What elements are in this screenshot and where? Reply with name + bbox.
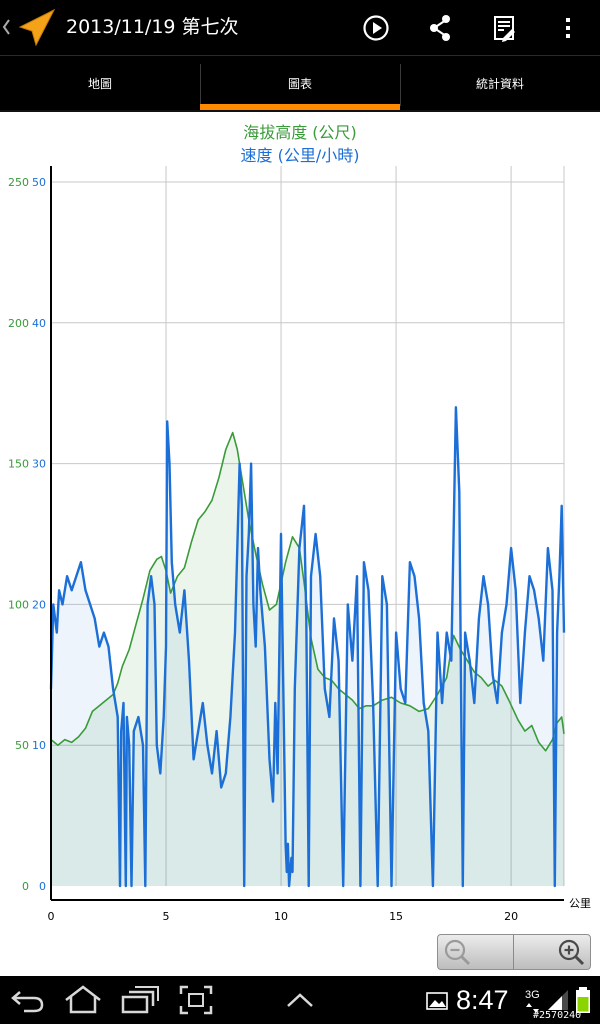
y-tick-label-speed: 20 (32, 598, 46, 611)
up-caret-icon[interactable] (2, 18, 10, 36)
zoom-out-icon[interactable] (442, 937, 472, 967)
signal-strength-icon (548, 990, 568, 1010)
zoom-separator (513, 935, 514, 969)
x-tick-label: 5 (163, 910, 170, 923)
y-tick-label-speed: 50 (32, 176, 46, 189)
chart-subtitle: 速度 (公里/小時) (241, 146, 360, 165)
action-bar: 2013/11/19 第七次 (0, 0, 600, 55)
share-icon[interactable] (420, 8, 460, 48)
tab-bar-bottom-border (0, 110, 600, 112)
status-clock: 8:47 (456, 985, 509, 1015)
chart-title: 海拔高度 (公尺) (243, 123, 357, 142)
tab-separator (400, 64, 401, 106)
tab-map[interactable]: 地圖 (87, 77, 112, 91)
selected-tab-indicator (200, 104, 400, 110)
y-tick-label-elevation: 200 (8, 317, 29, 330)
y-tick-label-elevation: 100 (8, 598, 29, 611)
y-tick-label-elevation: 150 (8, 458, 29, 471)
edit-track-icon[interactable] (484, 8, 524, 48)
network-type: 3G (525, 989, 540, 1001)
y-tick-label-elevation: 250 (8, 176, 29, 189)
zoom-in-icon[interactable] (556, 937, 586, 967)
elevation-series-line (50, 431, 565, 752)
y-tick-label-speed: 40 (32, 317, 46, 330)
chart-series (49, 406, 566, 888)
app-navigation-arrow-icon[interactable] (14, 7, 58, 49)
y-tick-label-elevation: 50 (15, 739, 29, 752)
page-title: 2013/11/19 第七次 (66, 16, 239, 38)
x-tick-label: 20 (504, 910, 518, 923)
y-tick-label-speed: 0 (39, 880, 46, 893)
back-icon[interactable] (10, 986, 46, 1014)
y-tick-label-speed: 30 (32, 458, 46, 471)
zoom-control (437, 934, 591, 970)
overflow-menu-icon[interactable] (548, 8, 588, 48)
tab-statistics[interactable]: 統計資料 (475, 77, 524, 91)
y-tick-label-speed: 10 (32, 739, 46, 752)
home-icon[interactable] (62, 984, 104, 1016)
speed-series-line (49, 406, 566, 888)
data-activity-icon (526, 1003, 539, 1013)
tab-chart[interactable]: 圖表 (287, 77, 312, 91)
action-bar-divider (0, 55, 600, 56)
tab-bar: 地圖 圖表 統計資料 (0, 56, 600, 112)
x-tick-label: 15 (389, 910, 403, 923)
x-axis-label: 公里 (569, 897, 591, 910)
x-tick-label: 0 (48, 910, 55, 923)
x-tick-label: 10 (274, 910, 288, 923)
screenshot-icon[interactable] (178, 984, 214, 1016)
tab-separator (200, 64, 201, 106)
battery-icon (576, 987, 590, 1013)
menu-up-chevron-icon[interactable] (284, 990, 316, 1010)
image-watermark: #2570240 (533, 1010, 582, 1021)
play-icon[interactable] (356, 8, 396, 48)
chart-axes (50, 166, 564, 901)
system-navigation-bar: 8:47 3G (0, 976, 600, 1024)
gallery-notification-icon (426, 992, 448, 1010)
y-tick-label-elevation: 0 (22, 880, 29, 893)
recent-apps-icon[interactable] (120, 985, 160, 1015)
